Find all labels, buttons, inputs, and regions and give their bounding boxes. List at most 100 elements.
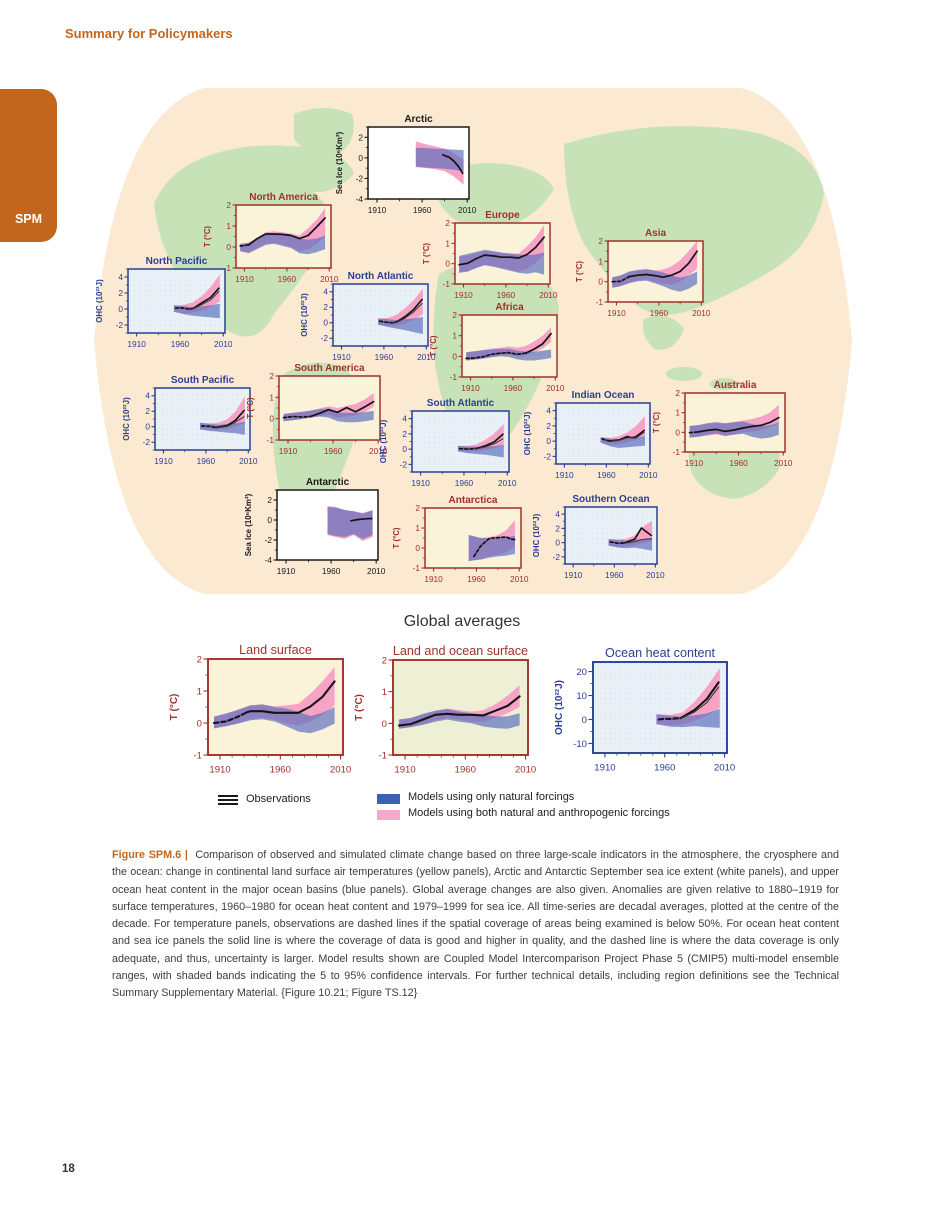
figure-caption-label: Figure SPM.6 | bbox=[112, 849, 188, 861]
svg-text:2010: 2010 bbox=[330, 765, 351, 776]
chart-title-ocean-heat-content: Ocean heat content bbox=[605, 646, 715, 660]
svg-text:2: 2 bbox=[269, 371, 274, 381]
svg-text:2010: 2010 bbox=[367, 566, 386, 576]
svg-text:2: 2 bbox=[267, 495, 272, 505]
chart-ylabel-asia: T (°C) bbox=[575, 261, 584, 282]
chart-ylabel-land-surface: T (°C) bbox=[169, 694, 180, 721]
svg-text:2: 2 bbox=[145, 406, 150, 416]
svg-text:1910: 1910 bbox=[368, 205, 387, 215]
svg-text:2010: 2010 bbox=[369, 446, 388, 456]
figure-caption-text: Comparison of observed and simulated cli… bbox=[112, 849, 840, 1000]
svg-text:2010: 2010 bbox=[498, 478, 517, 488]
svg-text:1960: 1960 bbox=[171, 339, 190, 349]
chart-ylabel-south-america: T (°C) bbox=[246, 397, 255, 418]
svg-text:1910: 1910 bbox=[332, 352, 351, 362]
chart-north-america: 2 1 0 -1 1910 1960 2010 North America T (°C) bbox=[203, 192, 339, 284]
svg-text:-2: -2 bbox=[265, 535, 273, 545]
svg-text:2: 2 bbox=[382, 655, 387, 666]
svg-text:2: 2 bbox=[197, 654, 202, 665]
svg-text:2: 2 bbox=[226, 200, 231, 210]
svg-text:1910: 1910 bbox=[154, 456, 173, 466]
chart-title-south-america: South America bbox=[294, 363, 365, 374]
svg-text:2: 2 bbox=[598, 236, 603, 246]
svg-text:1910: 1910 bbox=[279, 446, 298, 456]
svg-text:4: 4 bbox=[546, 406, 551, 416]
svg-text:1960: 1960 bbox=[654, 763, 675, 774]
svg-text:1910: 1910 bbox=[235, 274, 254, 284]
svg-text:1: 1 bbox=[269, 392, 274, 402]
svg-text:-1: -1 bbox=[378, 750, 387, 761]
chart-land-ocean-surface: 2 1 0 -1 1910 1960 2010 Land and ocean surface T… bbox=[354, 644, 536, 776]
svg-text:0: 0 bbox=[269, 414, 274, 424]
svg-text:2010: 2010 bbox=[774, 458, 793, 468]
svg-text:0: 0 bbox=[145, 422, 150, 432]
svg-text:0: 0 bbox=[118, 304, 123, 314]
chart-ylabel-antarctica: T (°C) bbox=[392, 527, 401, 548]
chart-ylabel-north-america: T (°C) bbox=[203, 226, 212, 247]
svg-text:-2: -2 bbox=[321, 333, 329, 343]
chart-antarctica: 2 1 0 -1 1910 1960 2010 Antarctica T (°C) bbox=[392, 495, 529, 584]
svg-text:-1: -1 bbox=[596, 297, 604, 307]
svg-text:1: 1 bbox=[675, 408, 680, 418]
svg-text:2: 2 bbox=[452, 310, 457, 320]
chart-title-indian-ocean: Indian Ocean bbox=[572, 390, 635, 401]
svg-text:-1: -1 bbox=[673, 447, 681, 457]
chart-ocean-heat-content: 20 10 0 -10 1910 1960 2010 Ocean heat content OH… bbox=[554, 646, 735, 774]
chart-title-antarctic: Antarctic bbox=[306, 477, 350, 488]
svg-text:0: 0 bbox=[546, 436, 551, 446]
svg-text:2: 2 bbox=[118, 288, 123, 298]
svg-text:-4: -4 bbox=[265, 555, 273, 565]
chart-canvas-land-ocean-surface: 2 1 0 -1 1910 1960 2010 Land and ocean surface T… bbox=[354, 644, 536, 776]
chart-ylabel-australia: T (°C) bbox=[652, 412, 661, 433]
svg-text:1910: 1910 bbox=[454, 290, 473, 300]
svg-text:2: 2 bbox=[675, 388, 680, 398]
chart-title-africa: Africa bbox=[495, 302, 524, 313]
svg-text:4: 4 bbox=[323, 287, 328, 297]
chart-south-america: 2 1 0 -1 1910 1960 2010 South America T (°C) bbox=[246, 363, 388, 456]
svg-text:1910: 1910 bbox=[564, 570, 583, 580]
chart-antarctic: 2 0 -2 -4 1910 1960 2010 Antarctic Sea Ice (10⁶K… bbox=[244, 477, 386, 576]
chart-southern-ocean: 4 2 0 -2 1910 1960 2010 Southern Ocean OHC (10²²… bbox=[532, 494, 665, 580]
svg-text:1960: 1960 bbox=[278, 274, 297, 284]
chart-ylabel-north-atlantic: OHC (10²²J) bbox=[300, 293, 309, 337]
chart-ylabel-indian-ocean: OHC (10²²J) bbox=[523, 411, 532, 455]
svg-text:1910: 1910 bbox=[685, 458, 704, 468]
chart-title-asia: Asia bbox=[645, 228, 667, 239]
svg-text:1: 1 bbox=[598, 256, 603, 266]
svg-text:-2: -2 bbox=[356, 173, 364, 183]
svg-text:2: 2 bbox=[445, 218, 450, 228]
legend-combined-label: Models using both natural and anthropoge… bbox=[408, 807, 670, 819]
chart-canvas-australia: 2 1 0 -1 1910 1960 2010 Australia T (°C) bbox=[652, 380, 793, 468]
chart-title-arctic: Arctic bbox=[404, 114, 433, 125]
svg-text:-2: -2 bbox=[116, 320, 124, 330]
svg-text:2010: 2010 bbox=[417, 352, 436, 362]
svg-text:1910: 1910 bbox=[277, 566, 296, 576]
svg-text:0: 0 bbox=[226, 242, 231, 252]
svg-text:-2: -2 bbox=[544, 451, 552, 461]
chart-canvas-antarctic: 2 0 -2 -4 1910 1960 2010 Antarctic Sea Ice (10⁶K… bbox=[244, 477, 386, 576]
chart-indian-ocean: 4 2 0 -2 1910 1960 2010 Indian Ocean OHC (10²²J) bbox=[523, 390, 658, 480]
svg-text:-2: -2 bbox=[553, 552, 561, 562]
chart-title-southern-ocean: Southern Ocean bbox=[572, 494, 649, 505]
svg-text:2010: 2010 bbox=[515, 765, 536, 776]
svg-text:4: 4 bbox=[555, 509, 560, 519]
chart-title-land-surface: Land surface bbox=[239, 643, 312, 657]
svg-text:0: 0 bbox=[358, 153, 363, 163]
svg-text:1960: 1960 bbox=[467, 574, 486, 584]
svg-text:-1: -1 bbox=[267, 435, 275, 445]
svg-text:1: 1 bbox=[226, 221, 231, 231]
chart-ylabel-africa: T (°C) bbox=[429, 335, 438, 356]
page-header: Summary for Policymakers bbox=[65, 26, 233, 41]
figure-caption: Figure SPM.6 | Comparison of observed an… bbox=[112, 847, 839, 1003]
svg-text:1960: 1960 bbox=[504, 383, 523, 393]
chart-south-atlantic: 4 2 0 -2 1910 1960 2010 South Atlantic OHC (10²²… bbox=[379, 398, 517, 488]
chart-ylabel-antarctic: Sea Ice (10⁶Km²) bbox=[244, 493, 253, 556]
svg-text:0: 0 bbox=[323, 318, 328, 328]
chart-title-north-atlantic: North Atlantic bbox=[348, 271, 414, 282]
